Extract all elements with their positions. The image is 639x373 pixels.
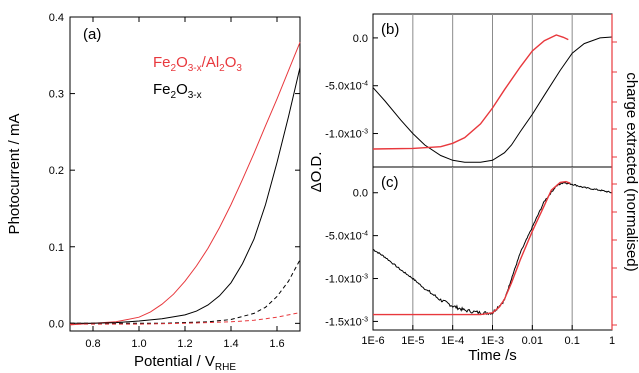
panel-b-y-tick-mantissa: -5.0x10 <box>325 81 362 93</box>
panel-c-y-tick-exponent: -4 <box>362 231 368 238</box>
panel-c-x-tick-label: 1E-5 <box>401 335 424 347</box>
panel-a-y-axis-title: Photocurrent / mA <box>6 114 23 235</box>
right-axis <box>611 14 617 330</box>
panel-a-x-tick-label: 1.0 <box>131 338 146 350</box>
panel-c-y-tick-mantissa: -1.0x10 <box>325 274 362 286</box>
panel-a-series-line <box>69 42 301 326</box>
panel-b-series-line <box>372 36 613 163</box>
panel-b-y-tick-exponent: -4 <box>362 81 368 88</box>
panel-b-label: (b) <box>381 21 399 38</box>
panel-a-legend-text: 2 <box>219 63 225 74</box>
panel-a-legend-text: 3-x <box>188 90 202 101</box>
panel-a-legend-entry: Fe2O3-x/Al2O3 <box>153 54 242 74</box>
panel-b-y-tick-label: -1.0x10-3 <box>325 129 368 141</box>
panel-a: 0.8 1.0 1.2 1.4 1.60.00.10.20.30.4 (a) Fe2O3… <box>6 12 301 373</box>
panel-b-ticks: 0.0 -5.0x10-4 -1.0x10-3 <box>325 14 573 167</box>
panel-a-legend-text: Fe <box>153 54 171 71</box>
panel-a-legend-text: O <box>225 54 237 71</box>
panel-c-ticks: 0.0-5.0x10-4-1.0x10-3-1.5x10-31E-6 1E-5 1E… <box>325 167 615 347</box>
panel-c-y-tick-mantissa: -5.0x10 <box>325 231 362 243</box>
panel-b-y-tick-exponent: -3 <box>362 129 368 136</box>
panel-c-x-tick-label: 1 <box>609 335 615 347</box>
panel-c-y-tick-label: -1.5x10-3 <box>325 316 368 328</box>
panel-c-series <box>372 180 613 316</box>
panel-a-x-axis-title-main: Potential / V <box>134 353 215 370</box>
panel-a-legend-text: 2 <box>171 90 177 101</box>
panel-b-series <box>372 34 613 163</box>
panel-a-series-line <box>70 67 301 324</box>
panel-c-y-tick-label: -1.0x10-3 <box>325 274 368 286</box>
panel-c-x-tick-label: 1E-6 <box>361 335 384 347</box>
panel-c-y-tick-exponent: -3 <box>362 316 368 323</box>
panel-a-legend-text: 3 <box>236 63 242 74</box>
panel-c-y-tick-mantissa: 0.0 <box>353 188 368 200</box>
panel-a-legend-text: Fe <box>153 81 171 98</box>
panel-b-y-tick-mantissa: 0.0 <box>353 33 368 45</box>
panel-a-legend-entry: Fe2O3-x <box>153 81 202 101</box>
panel-a-x-tick-label: 1.2 <box>177 338 192 350</box>
shared-right-y-axis-title: charge extracted (normalised) <box>623 72 639 271</box>
panel-b-y-tick-label: -5.0x10-4 <box>325 81 368 93</box>
panel-a-legend-text: /Al <box>202 54 220 71</box>
panel-a-legend-text: O <box>176 81 188 98</box>
panel-c-x-tick-label: 0.1 <box>565 335 580 347</box>
panel-a-y-tick-label: 0.0 <box>49 318 64 330</box>
panel-a-legend-text: 2 <box>171 63 177 74</box>
panel-a-y-tick-label: 0.3 <box>49 89 64 101</box>
panel-b-series-line <box>372 34 569 150</box>
panel-a-y-tick-label: 0.2 <box>49 165 64 177</box>
panel-a-label: (a) <box>83 26 101 43</box>
panel-c-y-tick-mantissa: -1.5x10 <box>325 316 362 328</box>
panel-a-x-tick-label: 0.8 <box>85 338 100 350</box>
panel-a-series-line <box>70 259 301 324</box>
panel-b-y-tick-mantissa: -1.0x10 <box>325 129 362 141</box>
panel-c-label: (c) <box>381 174 399 191</box>
panel-a-series-line <box>70 312 301 325</box>
panel-c-y-tick-exponent: -3 <box>362 274 368 281</box>
panel-a-x-axis-title-subscript: RHE <box>215 362 236 373</box>
panel-c-x-tick-label: 1E-4 <box>441 335 464 347</box>
panel-a-y-tick-label: 0.4 <box>49 12 64 24</box>
panel-b: 0.0 -5.0x10-4 -1.0x10-3 (b) <box>325 13 613 168</box>
panel-c-x-tick-label: 0.01 <box>522 335 543 347</box>
panel-a-x-tick-label: 1.6 <box>269 338 284 350</box>
panel-a-x-axis-title: Potential / VRHE <box>134 353 236 373</box>
panel-c-x-tick-label: 1E-3 <box>481 335 504 347</box>
panel-a-y-tick-label: 0.1 <box>49 242 64 254</box>
panel-c-x-axis-title: Time /s <box>468 347 517 364</box>
panel-a-legend-text: 3-x <box>188 63 202 74</box>
panel-c-series-line <box>373 180 571 316</box>
panel-a-legend-text: O <box>176 54 188 71</box>
panel-c-y-tick-label: -5.0x10-4 <box>325 231 368 243</box>
panel-a-x-tick-label: 1.4 <box>223 338 238 350</box>
panel-a-series <box>69 42 301 326</box>
panel-c: 0.0-5.0x10-4-1.0x10-3-1.5x10-31E-6 1E-5 1E… <box>325 166 615 364</box>
panel-c-y-tick-label: 0.0 <box>353 188 368 200</box>
panel-a-ticks: 0.8 1.0 1.2 1.4 1.6 0.0 0.1 0.2 0.3 0.4 <box>49 12 300 350</box>
shared-left-y-axis-title: ΔO.D. <box>308 152 325 193</box>
panel-b-y-tick-label: 0.0 <box>353 33 368 45</box>
